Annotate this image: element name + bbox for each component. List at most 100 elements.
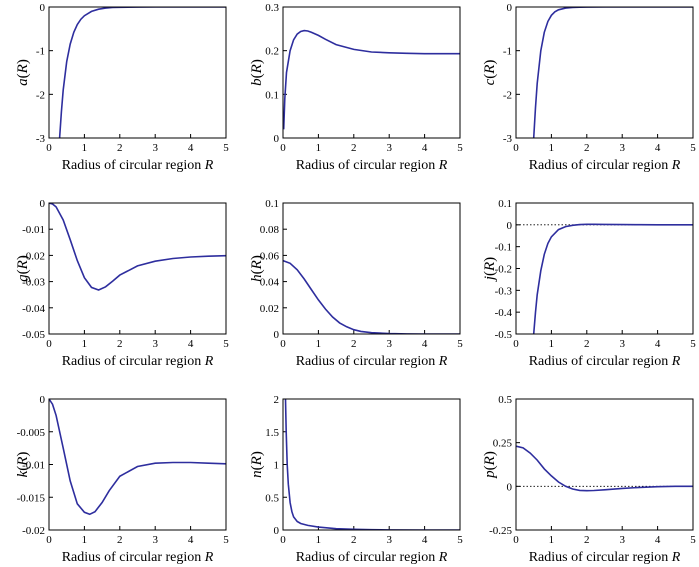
x-tick-label: 2 [117, 338, 123, 350]
y-tick-label: 0.1 [498, 198, 512, 210]
chart-panel-4: 0 1 2 3 4 5 0 -0.01 -0.02 -0.03 -0.04 -0.05 Radius o… [15, 198, 229, 369]
x-tick-label: 2 [117, 534, 123, 546]
x-tick-label: 0 [513, 534, 519, 546]
y-tick-label: 0 [274, 133, 280, 145]
y-tick-label: 1.5 [265, 427, 279, 439]
x-tick-label: 0 [280, 142, 286, 154]
plot-frame [515, 202, 694, 335]
x-tick-label: 3 [152, 534, 158, 546]
x-axis-label: Radius of circular region R [62, 158, 214, 173]
x-tick-label: 0 [46, 142, 52, 154]
x-tick-label: 0 [513, 338, 519, 350]
x-tick-label: 0 [46, 338, 52, 350]
x-tick-label: 0 [46, 534, 52, 546]
y-tick-label: -3 [503, 133, 513, 145]
y-axis-label: j(R) [482, 257, 498, 282]
y-tick-label: 0 [274, 525, 280, 537]
chart-panel-8: 0 1 2 3 4 5 0 0.5 1 1.5 2 Radius of circular region… [249, 394, 463, 565]
y-tick-label: -1 [503, 46, 512, 58]
y-tick-label: -0.02 [22, 250, 45, 262]
y-tick-label: -0.005 [17, 427, 46, 439]
series-line [284, 399, 460, 530]
x-axis-label: Radius of circular region R [529, 550, 681, 565]
series-line [283, 259, 460, 334]
y-tick-label: 0 [507, 2, 513, 14]
plot-frame [282, 202, 461, 335]
x-tick-label: 4 [188, 338, 194, 350]
x-tick-label: 4 [422, 338, 428, 350]
y-tick-label: -0.1 [495, 242, 512, 254]
x-tick-label: 2 [351, 338, 357, 350]
plot-frame [515, 398, 694, 531]
plot-frame [282, 398, 461, 531]
y-tick-label: -0.05 [22, 329, 45, 341]
y-tick-label: -0.4 [495, 307, 513, 319]
x-tick-label: 5 [457, 338, 463, 350]
x-tick-label: 4 [422, 142, 428, 154]
x-tick-label: 2 [584, 338, 590, 350]
x-tick-label: 3 [386, 142, 392, 154]
y-axis-label: n(R) [249, 451, 265, 478]
y-tick-label: -3 [36, 133, 46, 145]
x-tick-label: 1 [316, 534, 322, 546]
x-tick-label: 2 [117, 142, 123, 154]
x-tick-label: 5 [690, 142, 696, 154]
x-tick-label: 3 [619, 534, 625, 546]
x-tick-label: 1 [82, 142, 88, 154]
y-tick-label: -0.3 [495, 285, 513, 297]
plot-frame [282, 6, 461, 139]
y-tick-label: -2 [503, 89, 512, 101]
x-tick-label: 0 [280, 534, 286, 546]
y-tick-label: 2 [274, 394, 280, 406]
y-tick-label: -0.03 [22, 277, 45, 289]
series-line [49, 203, 226, 291]
x-axis-label: Radius of circular region R [296, 354, 448, 369]
series-line [532, 223, 693, 334]
y-tick-label: 0.04 [260, 277, 280, 289]
x-tick-label: 1 [316, 142, 322, 154]
x-tick-label: 5 [690, 534, 696, 546]
x-tick-label: 4 [422, 534, 428, 546]
x-tick-label: 2 [584, 534, 590, 546]
chart-panel-1: 0 1 2 3 4 5 0 -1 -2 -3 Radius of circular region R… [15, 2, 229, 173]
chart-panel-7: 0 1 2 3 4 5 0 -0.005 -0.01 -0.015 -0.02 Radius of c… [15, 394, 229, 565]
y-tick-label: -0.01 [22, 460, 45, 472]
chart-panel-6: 0 1 2 3 4 5 0.1 0 -0.1 -0.2 -0.3 -0.4 -0.5 Radius of … [482, 198, 696, 369]
y-tick-label: 0.06 [260, 250, 280, 262]
plot-frame [48, 6, 227, 139]
x-tick-label: 3 [619, 142, 625, 154]
x-tick-label: 4 [188, 142, 194, 154]
series-line [49, 399, 226, 516]
x-tick-label: 2 [351, 142, 357, 154]
chart-panel-3: 0 1 2 3 4 5 0 -1 -2 -3 Radius of circular region R… [482, 2, 696, 173]
y-tick-label: 0.08 [260, 224, 280, 236]
y-tick-label: 0.2 [265, 46, 279, 58]
y-tick-label: 1 [274, 460, 280, 472]
y-axis-label: b(R) [249, 59, 265, 86]
chart-panel-2: 0 1 2 3 4 5 0 0.1 0.2 0.3 Radius of circular regio… [249, 2, 463, 173]
y-tick-label: 0 [507, 220, 513, 232]
plot-frame [48, 398, 227, 531]
x-tick-label: 1 [549, 534, 555, 546]
x-tick-label: 1 [82, 338, 88, 350]
x-tick-label: 2 [351, 534, 357, 546]
x-tick-label: 1 [549, 338, 555, 350]
x-tick-label: 5 [457, 142, 463, 154]
plot-frame [515, 6, 694, 139]
x-tick-label: 4 [188, 534, 194, 546]
x-tick-label: 0 [280, 338, 286, 350]
y-axis-label: a(R) [15, 59, 31, 86]
x-axis-label: Radius of circular region R [529, 354, 681, 369]
y-tick-label: -0.015 [17, 492, 46, 504]
y-tick-label: -0.01 [22, 224, 45, 236]
x-tick-label: 4 [655, 534, 661, 546]
y-tick-label: -1 [36, 46, 45, 58]
y-tick-label: 0.25 [493, 438, 513, 450]
y-tick-label: -2 [36, 89, 45, 101]
x-tick-label: 1 [316, 338, 322, 350]
y-tick-label: -0.02 [22, 525, 45, 537]
y-tick-label: 0.3 [265, 2, 279, 14]
x-tick-label: 5 [457, 534, 463, 546]
y-tick-label: -0.25 [489, 525, 512, 537]
